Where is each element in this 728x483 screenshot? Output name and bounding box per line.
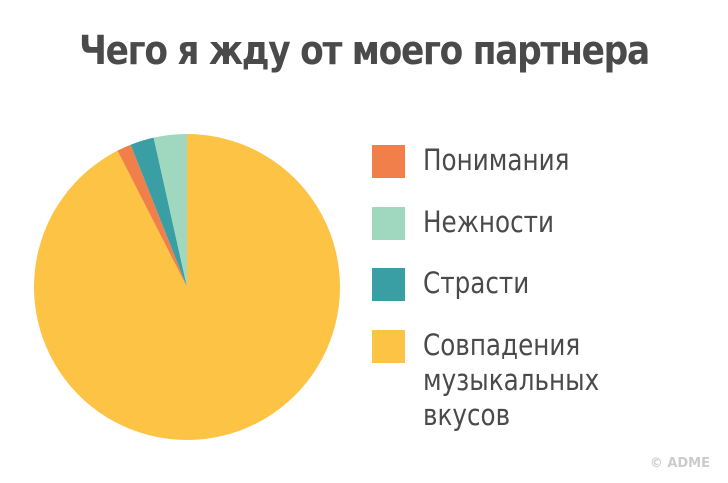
watermark: © ADME bbox=[649, 456, 710, 471]
legend-item: Нежности bbox=[372, 205, 633, 240]
legend-item: Совпадения музыкальных вкусов bbox=[372, 328, 633, 433]
pie-slice bbox=[117, 144, 187, 287]
pie-slice bbox=[153, 134, 187, 287]
legend-swatch bbox=[372, 207, 405, 240]
legend-swatch bbox=[372, 145, 405, 178]
pie-slice bbox=[33, 134, 340, 440]
legend-swatch bbox=[372, 330, 405, 363]
legend-label: Совпадения музыкальных вкусов bbox=[423, 328, 600, 432]
chart-title: Чего я жду от моего партнера bbox=[79, 28, 650, 74]
pie-slice bbox=[130, 137, 187, 287]
legend-label: Понимания bbox=[423, 143, 570, 177]
legend-label: Страсти bbox=[423, 266, 530, 300]
legend-item: Понимания bbox=[372, 143, 633, 178]
legend-swatch bbox=[372, 268, 405, 301]
legend-item: Страсти bbox=[372, 266, 633, 301]
legend-label: Нежности bbox=[423, 205, 555, 239]
